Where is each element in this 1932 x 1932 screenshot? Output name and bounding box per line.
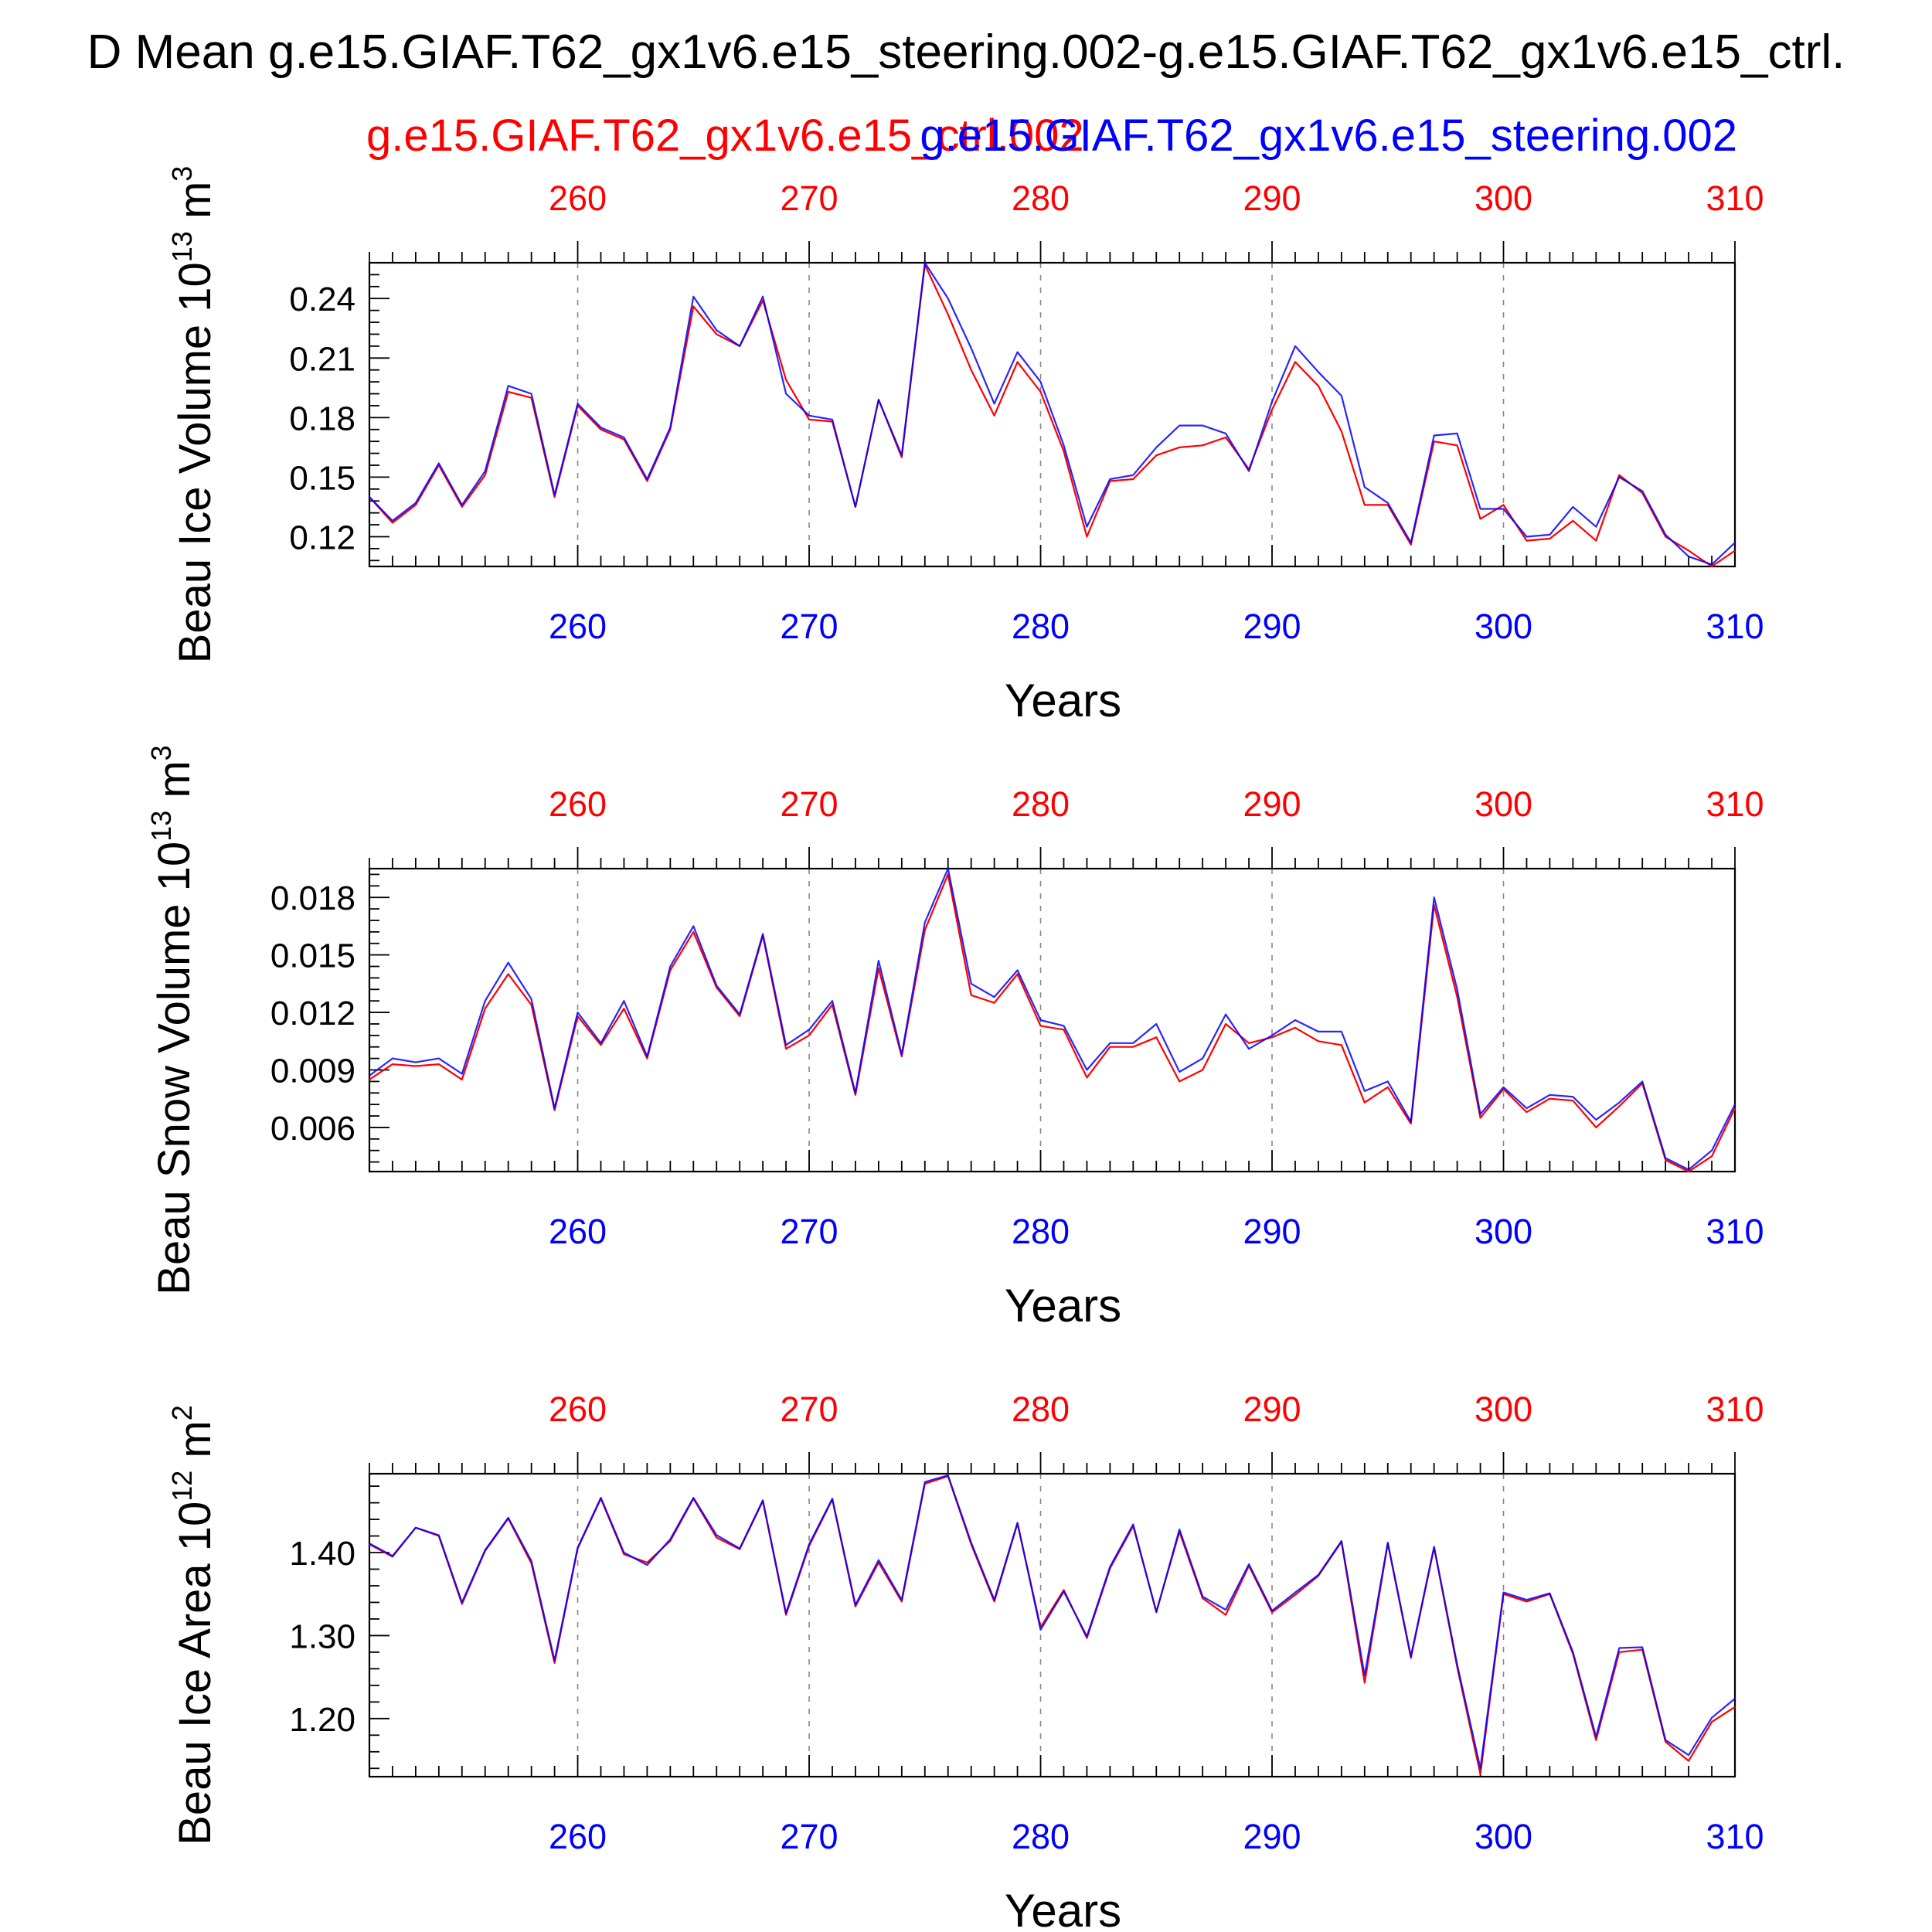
y-tick-label: 0.18 [289, 400, 355, 437]
plot-frame [368, 261, 1736, 568]
x-bottom-tick-label: 290 [1243, 1817, 1301, 1856]
legend-steering-label: g.e15.GIAF.T62_gx1v6.e15_steering.002 [920, 111, 1737, 161]
x-top-tick-label: 310 [1706, 784, 1764, 824]
x-bottom-tick-label: 280 [1012, 607, 1070, 646]
y-axis-label-exponent: 3 [166, 166, 198, 182]
x-bottom-tick-label: 310 [1706, 607, 1764, 646]
series-line-ctrl [369, 1475, 1736, 1775]
y-axis-label-part: m [170, 1420, 220, 1470]
y-tick-label: 0.12 [289, 519, 355, 556]
x-top-tick-label: 310 [1706, 179, 1764, 218]
x-bottom-tick-label: 270 [780, 607, 838, 646]
y-tick-label: 0.24 [289, 281, 355, 318]
y-axis-label: Beau Snow Volume 1013 m3 [145, 745, 199, 1294]
y-tick-label: 0.015 [270, 937, 355, 975]
x-top-tick-label: 300 [1475, 179, 1532, 218]
x-top-tick-label: 290 [1243, 179, 1301, 218]
y-tick-label: 0.006 [270, 1110, 355, 1148]
x-bottom-tick-label: 270 [780, 1817, 838, 1856]
x-bottom-tick-label: 310 [1706, 1212, 1764, 1251]
y-axis-label-exponent: 12 [166, 1471, 198, 1502]
plot-frame [368, 867, 1736, 1173]
x-axis-label: Years [1005, 1885, 1121, 1932]
y-axis-label: Beau Ice Volume 1013 m3 [166, 166, 220, 664]
x-top-tick-label: 280 [1012, 784, 1070, 824]
y-axis-label-exponent: 13 [166, 231, 198, 262]
x-bottom-tick-label: 300 [1475, 1212, 1532, 1251]
x-bottom-tick-label: 300 [1475, 1817, 1532, 1856]
y-axis-label: Beau Ice Area 1012 m2 [166, 1405, 220, 1845]
y-tick-label: 0.009 [270, 1053, 355, 1090]
x-bottom-tick-label: 260 [549, 1212, 607, 1251]
x-bottom-tick-label: 310 [1706, 1817, 1764, 1856]
x-bottom-tick-label: 260 [549, 1817, 607, 1856]
series-line-steering [369, 1474, 1736, 1770]
chart-panel-1: 0.12 0.15 0.18 0.21 0.24 260 260 270 270 280 280 29… [166, 166, 1764, 726]
x-bottom-tick-label: 270 [780, 1212, 838, 1251]
x-bottom-tick-label: 300 [1475, 607, 1532, 646]
plot-frame [368, 1472, 1736, 1778]
y-tick-label: 0.21 [289, 340, 355, 378]
y-axis-label-exponent: 13 [145, 811, 177, 842]
x-top-tick-label: 310 [1706, 1389, 1764, 1429]
x-bottom-tick-label: 290 [1243, 1212, 1301, 1251]
x-top-tick-label: 280 [1012, 1389, 1070, 1429]
x-top-tick-label: 260 [549, 179, 607, 218]
y-tick-label: 1.20 [289, 1701, 355, 1739]
legend-ctrl-label: g.e15.GIAF.T62_gx1v6.e15_ctrl.002 [366, 111, 1084, 161]
y-axis-label-part: m [170, 182, 220, 231]
x-top-tick-label: 260 [549, 784, 607, 824]
figure-title: D Mean g.e15.GIAF.T62_gx1v6.e15_steering… [87, 26, 1845, 79]
x-bottom-tick-label: 260 [549, 607, 607, 646]
x-bottom-tick-label: 280 [1012, 1212, 1070, 1251]
chart-panel-3: 1.20 1.30 1.40 260 260 270 270 280 280 290 290 300 3… [166, 1389, 1764, 1932]
series-line-steering [369, 867, 1736, 1171]
y-tick-label: 0.018 [270, 879, 355, 917]
series-line-steering [369, 261, 1736, 566]
y-tick-label: 0.012 [270, 995, 355, 1032]
y-axis-label-exponent: 3 [145, 745, 177, 760]
x-top-tick-label: 260 [549, 1389, 607, 1429]
x-top-tick-label: 300 [1475, 784, 1532, 824]
x-top-tick-label: 270 [780, 784, 838, 824]
x-top-tick-label: 290 [1243, 784, 1301, 824]
x-top-tick-label: 280 [1012, 179, 1070, 218]
x-top-tick-label: 270 [780, 1389, 838, 1429]
y-axis-label-part: m [149, 760, 199, 810]
x-top-tick-label: 270 [780, 179, 838, 218]
x-axis-label: Years [1005, 675, 1121, 726]
series-line-ctrl [369, 264, 1736, 568]
y-tick-label: 0.15 [289, 459, 355, 497]
y-axis-label-part: Beau Ice Volume 10 [170, 262, 220, 663]
panels: 0.12 0.15 0.18 0.21 0.24 260 260 270 270 280 280 29… [145, 166, 1764, 1932]
y-axis-label-exponent: 2 [166, 1405, 198, 1420]
x-axis-label: Years [1005, 1280, 1121, 1332]
series-line-ctrl [369, 873, 1736, 1173]
chart-panel-2: 0.006 0.009 0.012 0.015 0.018 260 260 270 270 280… [145, 745, 1764, 1332]
y-tick-label: 1.40 [289, 1535, 355, 1573]
x-bottom-tick-label: 290 [1243, 607, 1301, 646]
y-axis-label-part: Beau Ice Area 10 [170, 1502, 220, 1845]
x-top-tick-label: 290 [1243, 1389, 1301, 1429]
x-top-tick-label: 300 [1475, 1389, 1532, 1429]
y-tick-label: 1.30 [289, 1617, 355, 1655]
x-bottom-tick-label: 280 [1012, 1817, 1070, 1856]
y-axis-label-part: Beau Snow Volume 10 [149, 842, 199, 1295]
